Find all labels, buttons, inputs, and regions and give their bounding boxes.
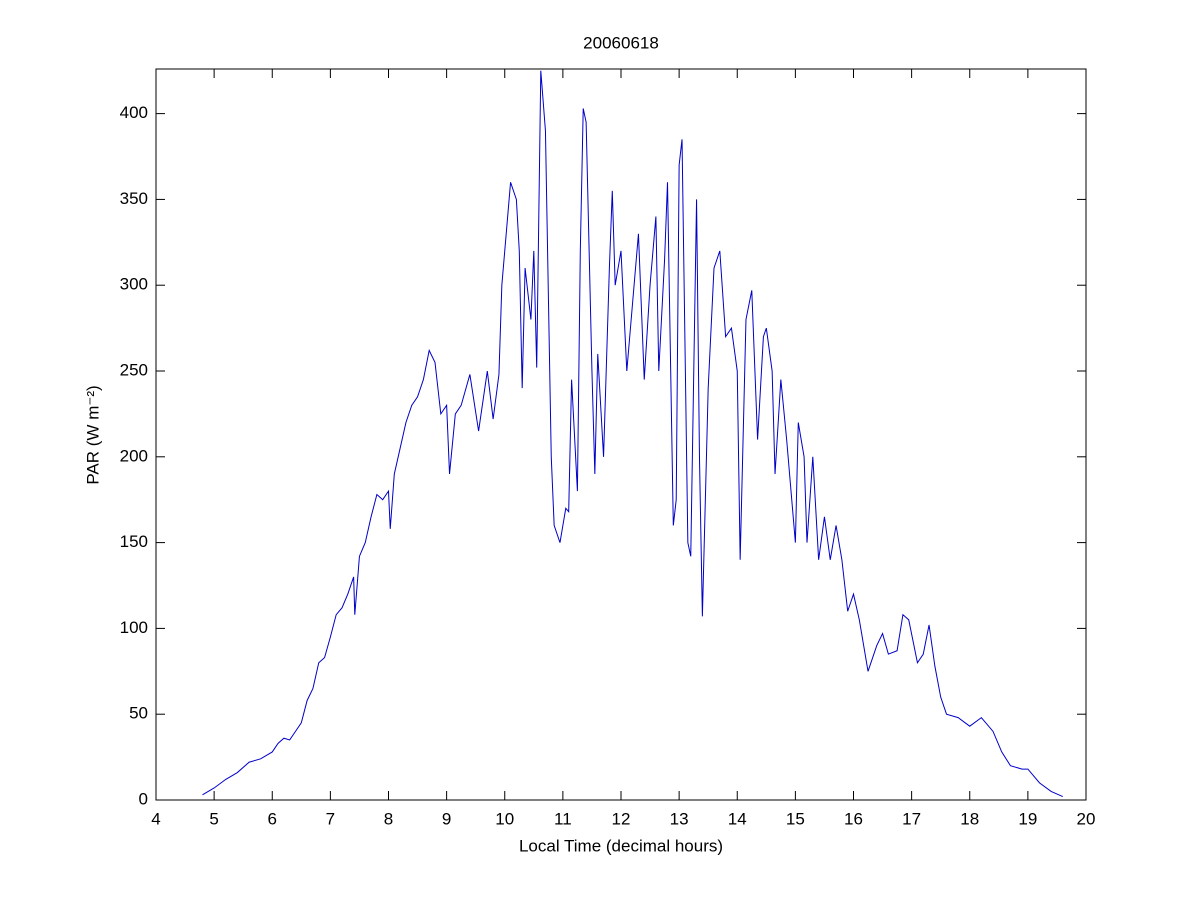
y-tick-label: 0 (139, 789, 148, 808)
x-tick-label: 7 (326, 809, 335, 828)
y-tick-label: 50 (129, 704, 148, 723)
x-axis-label: Local Time (decimal hours) (519, 836, 723, 855)
x-tick-label: 15 (786, 809, 805, 828)
x-tick-label: 17 (902, 809, 921, 828)
x-tick-label: 18 (960, 809, 979, 828)
x-tick-label: 8 (384, 809, 393, 828)
x-tick-label: 13 (670, 809, 689, 828)
x-tick-label: 10 (495, 809, 514, 828)
x-tick-label: 6 (268, 809, 277, 828)
y-tick-label: 400 (120, 103, 148, 122)
x-tick-label: 20 (1077, 809, 1096, 828)
x-tick-label: 14 (728, 809, 747, 828)
y-tick-label: 100 (120, 618, 148, 637)
x-tick-label: 12 (612, 809, 631, 828)
y-tick-label: 200 (120, 446, 148, 465)
y-tick-label: 300 (120, 275, 148, 294)
data-line (202, 70, 1063, 798)
x-tick-label: 5 (209, 809, 218, 828)
x-tick-label: 16 (844, 809, 863, 828)
chart-title: 20060618 (583, 33, 659, 52)
y-tick-label: 250 (120, 360, 148, 379)
x-tick-label: 19 (1018, 809, 1037, 828)
x-tick-label: 9 (442, 809, 451, 828)
x-tick-label: 4 (151, 809, 160, 828)
x-tick-label: 11 (554, 809, 572, 828)
y-tick-label: 150 (120, 532, 148, 551)
y-tick-label: 350 (120, 189, 148, 208)
plot-frame (155, 68, 1087, 801)
y-axis-label: PAR (W m⁻²) (83, 385, 102, 484)
